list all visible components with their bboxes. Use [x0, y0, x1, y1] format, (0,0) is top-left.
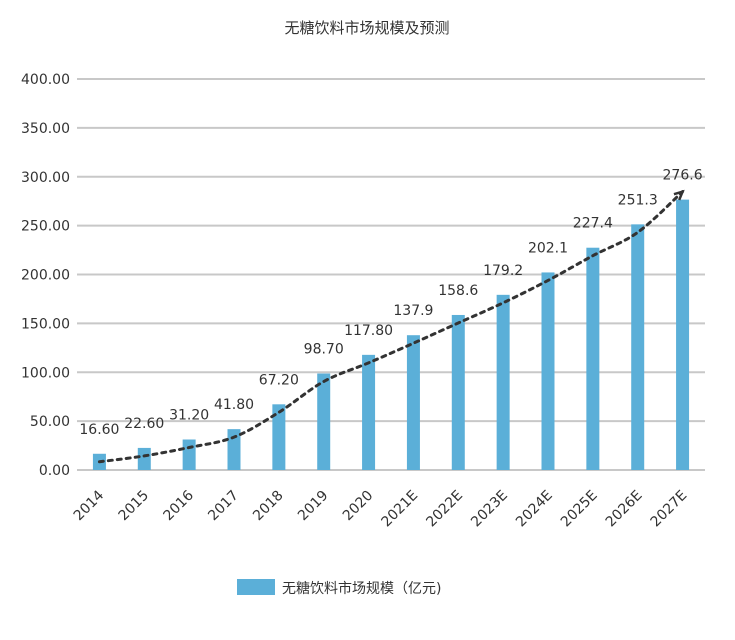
bar [182, 439, 196, 470]
data-label: 41.80 [214, 397, 254, 413]
data-label: 67.20 [259, 372, 299, 388]
x-tick-label: 2027E [648, 488, 691, 531]
data-label: 137.9 [393, 303, 433, 319]
trend-arrowhead [673, 189, 685, 201]
data-label: 251.3 [618, 192, 658, 208]
x-tick-label: 2019 [295, 488, 332, 525]
x-axis-ticks: 2014 2015 2016 2017 2018 2019 2020 2021E 2022E 20… [71, 487, 691, 530]
y-tick-label: 300.00 [21, 170, 70, 186]
y-tick-label: 350.00 [21, 121, 70, 137]
bar [676, 199, 690, 470]
bar [272, 404, 286, 470]
bar [541, 272, 555, 470]
x-tick-label: 2014 [71, 487, 108, 524]
y-tick-label: 0.00 [39, 463, 70, 479]
legend-label: 无糖饮料市场规模（亿元) [282, 580, 441, 597]
y-axis-ticks: 0.00 50.00 100.00 150.00 200.00 250.00 300.00 3… [21, 72, 70, 479]
data-label: 158.6 [438, 283, 478, 299]
bar [631, 224, 645, 470]
bar [227, 429, 241, 470]
y-tick-label: 100.00 [21, 365, 70, 381]
bar [137, 447, 151, 470]
y-tick-label: 200.00 [21, 268, 70, 284]
x-tick-label: 2015 [116, 488, 153, 525]
y-tick-label: 50.00 [30, 414, 70, 430]
x-tick-label: 2026E [603, 488, 646, 531]
x-tick-label: 2017 [205, 488, 242, 525]
bar [406, 335, 420, 470]
legend: 无糖饮料市场规模（亿元) [237, 579, 441, 597]
data-label: 16.60 [79, 422, 119, 438]
bar [317, 373, 331, 470]
x-tick-label: 2016 [160, 487, 197, 524]
data-label: 31.20 [169, 408, 209, 424]
bar [362, 354, 376, 470]
bars [92, 199, 690, 470]
data-label: 22.60 [124, 416, 164, 432]
chart-title: 无糖饮料市场规模及预测 [284, 19, 449, 37]
data-label: 98.70 [304, 342, 344, 358]
x-tick-label: 2023E [468, 488, 511, 531]
legend-swatch [237, 579, 275, 595]
y-tick-label: 400.00 [21, 72, 70, 88]
data-label: 276.6 [663, 168, 703, 184]
data-label: 179.2 [483, 263, 523, 279]
bar [586, 247, 600, 470]
x-tick-label: 2018 [250, 488, 287, 525]
gridlines [77, 78, 705, 471]
data-label: 202.1 [528, 240, 568, 256]
data-label: 227.4 [573, 216, 613, 232]
bar [451, 314, 465, 470]
x-tick-label: 2025E [558, 488, 601, 531]
x-tick-label: 2020 [340, 488, 377, 525]
bar [496, 294, 510, 470]
data-label: 117.80 [344, 323, 393, 339]
y-tick-label: 150.00 [21, 316, 70, 332]
trend-line [97, 190, 685, 464]
x-tick-label: 2021E [378, 488, 421, 531]
x-tick-label: 2022E [423, 488, 466, 531]
y-tick-label: 250.00 [21, 219, 70, 235]
data-labels: 16.60 22.60 31.20 41.80 67.20 98.70117.80137.… [79, 168, 702, 438]
x-tick-label: 2024E [513, 488, 556, 531]
